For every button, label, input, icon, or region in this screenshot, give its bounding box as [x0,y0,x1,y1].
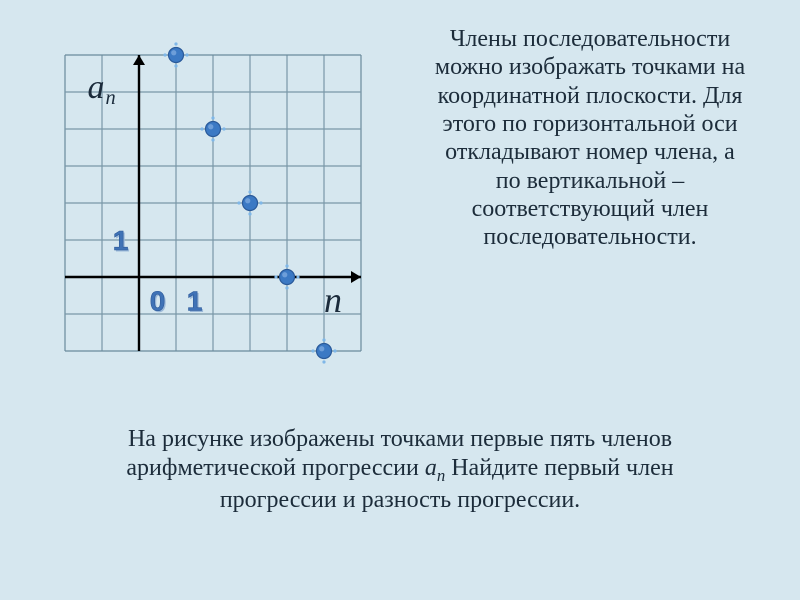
slide: ann110011 Члены последовательности можно… [0,0,800,600]
task-line: На рисунке изображены точками первые пят… [128,426,672,452]
task-text: На рисунке изображены точками первые пят… [45,425,755,515]
explanation-line: Члены последовательности [450,26,730,52]
explanation-line: последовательности. [483,224,696,250]
svg-text:n: n [106,87,116,109]
svg-text:1: 1 [187,285,203,316]
explanation-line: этого по горизонтальной оси [442,111,737,137]
svg-text:1: 1 [113,225,129,256]
explanation-text: Члены последовательности можно изображат… [400,25,780,252]
progression-sub: n [437,466,445,485]
svg-text:a: a [88,69,105,106]
explanation-line: откладывают номер члена, а [445,139,735,165]
explanation-line: координатной плоскости. Для [438,83,743,109]
task-line: арифметической прогрессии [126,455,424,481]
explanation-line: можно изображать точками на [435,54,745,80]
progression-symbol: a [425,455,437,481]
top-section: ann110011 Члены последовательности можно… [0,20,800,380]
svg-text:0: 0 [150,285,166,316]
svg-text:n: n [324,280,342,320]
task-line: прогрессии и разность прогрессии. [220,487,580,513]
task-line: Найдите первый член [445,455,673,481]
explanation-line: соответствующий член [472,196,709,222]
sequence-chart: ann110011 [65,55,365,355]
explanation-line: по вертикальной – [496,168,684,194]
